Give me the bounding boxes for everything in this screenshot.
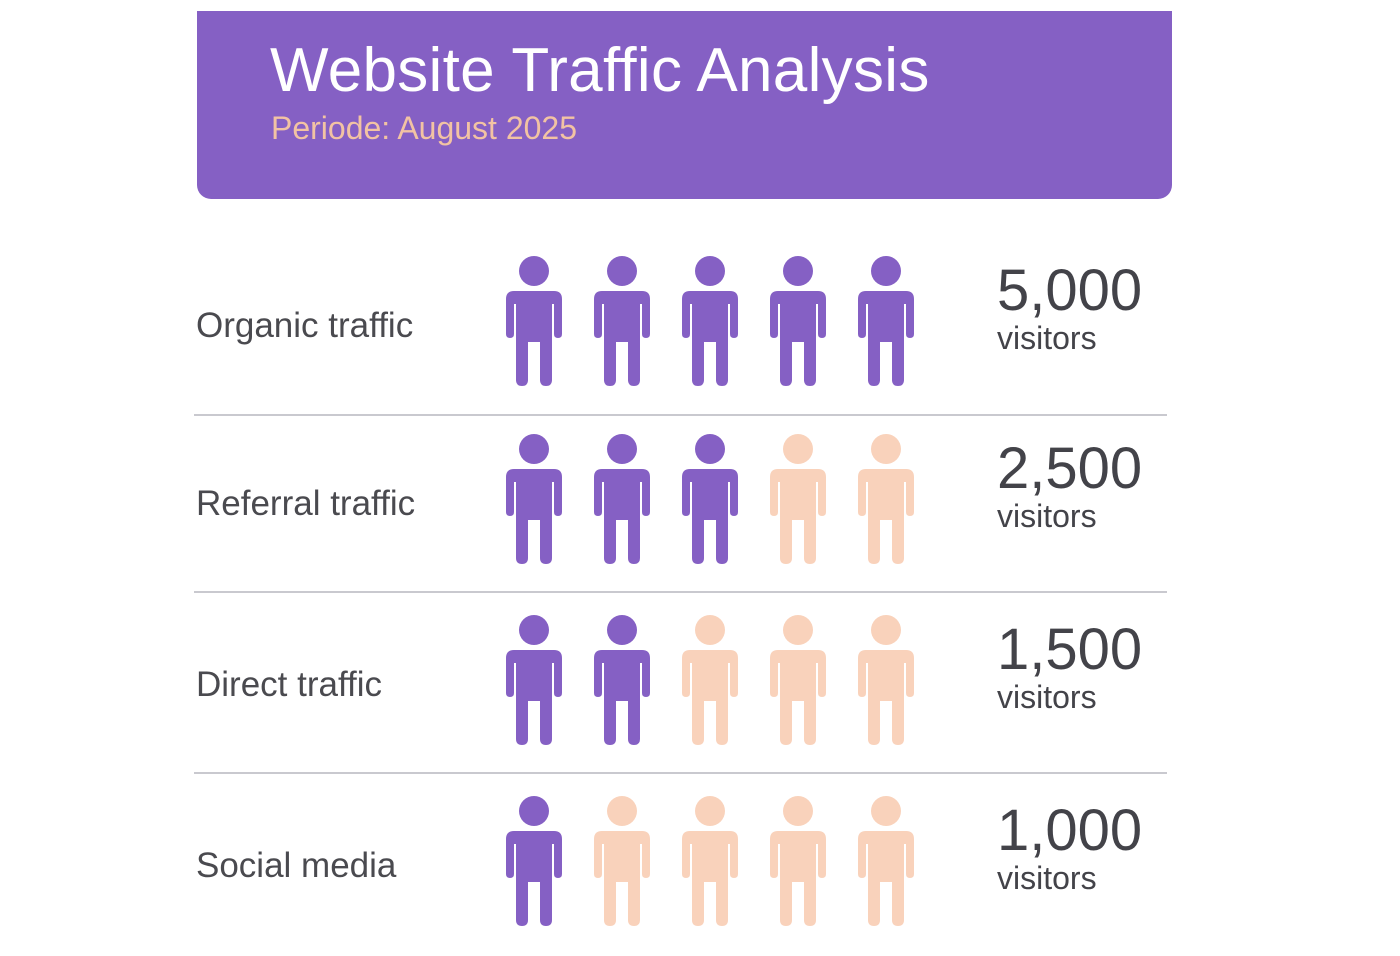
unit-label: visitors: [997, 860, 1097, 896]
person-icon-empty: [766, 796, 830, 928]
person-icon-filled: [502, 434, 566, 566]
unit-label: visitors: [997, 320, 1097, 356]
person-icon-filled: [590, 256, 654, 388]
traffic-row: Referral traffic 2,500 visitors: [0, 414, 1400, 594]
person-icon-empty: [678, 615, 742, 747]
row-divider: [194, 591, 1167, 593]
person-icon-filled: [590, 434, 654, 566]
traffic-row: Direct traffic 1,500 visitors: [0, 595, 1400, 775]
row-divider: [194, 772, 1167, 774]
person-icon-filled: [766, 256, 830, 388]
value-label: 1,000: [997, 798, 1143, 863]
unit-label: visitors: [997, 498, 1097, 534]
person-icon-filled: [678, 434, 742, 566]
category-label: Referral traffic: [196, 484, 416, 523]
title-banner: Website Traffic Analysis Periode: August…: [197, 11, 1172, 199]
unit-label: visitors: [997, 679, 1097, 715]
person-icon-empty: [590, 796, 654, 928]
value-label: 1,500: [997, 617, 1143, 682]
person-icon-empty: [766, 615, 830, 747]
person-icon-filled: [678, 256, 742, 388]
person-icon-filled: [502, 256, 566, 388]
value-label: 5,000: [997, 258, 1143, 323]
person-icon-empty: [678, 796, 742, 928]
person-icon-empty: [854, 434, 918, 566]
person-icon-filled: [854, 256, 918, 388]
person-icon-filled: [502, 796, 566, 928]
chart-title: Website Traffic Analysis: [270, 36, 930, 105]
person-icon-filled: [502, 615, 566, 747]
person-icon-empty: [766, 434, 830, 566]
row-divider: [194, 414, 1167, 416]
category-label: Direct traffic: [196, 665, 383, 704]
person-icon-empty: [854, 796, 918, 928]
traffic-row: Social media 1,000 visitors: [0, 776, 1400, 956]
chart-subtitle: Periode: August 2025: [271, 110, 578, 146]
traffic-row: Organic traffic 5,000 visitors: [0, 236, 1400, 416]
category-label: Organic traffic: [196, 306, 414, 345]
value-label: 2,500: [997, 436, 1143, 501]
category-label: Social media: [196, 846, 397, 885]
person-icon-empty: [854, 615, 918, 747]
person-icon-filled: [590, 615, 654, 747]
